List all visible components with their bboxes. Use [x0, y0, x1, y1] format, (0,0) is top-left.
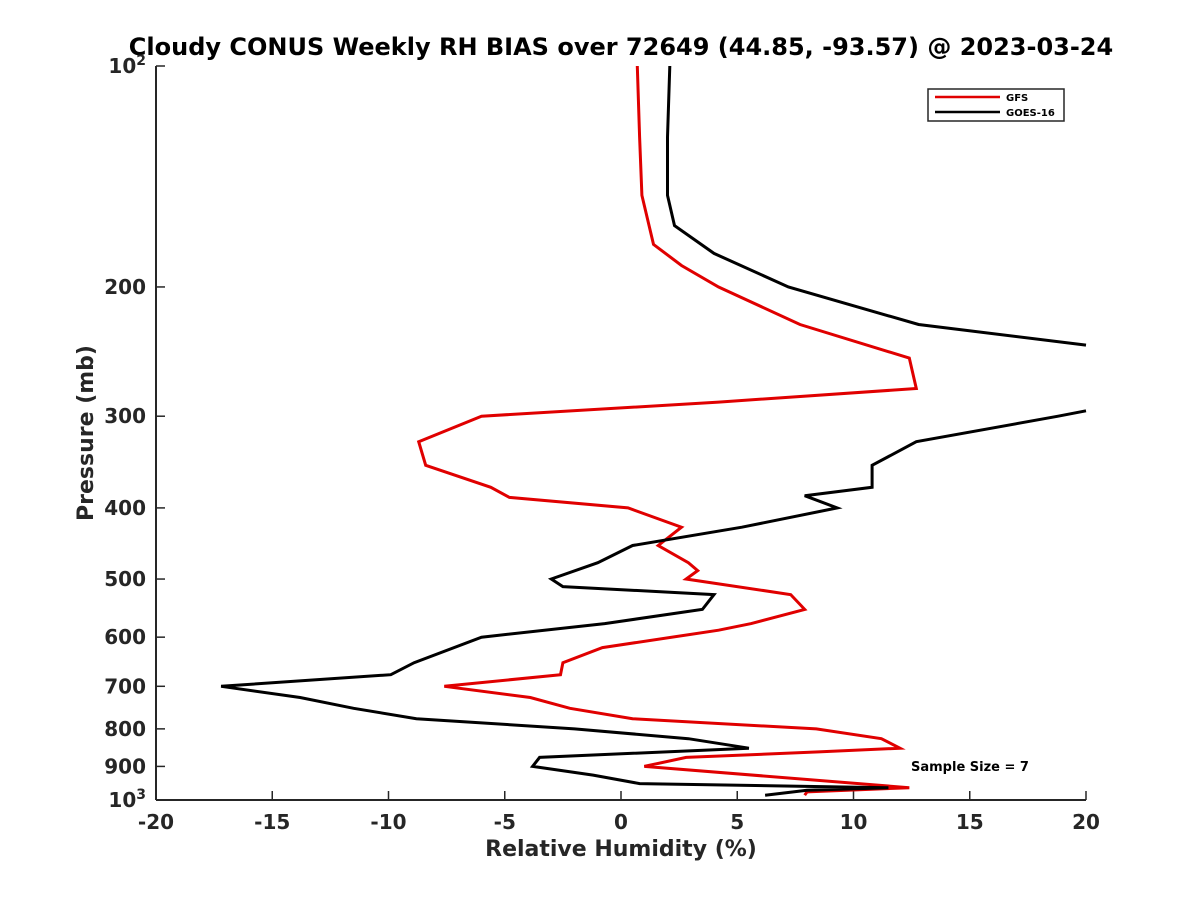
x-tick-label: -5 [494, 810, 516, 834]
y-tick-label: 102 [108, 53, 146, 78]
x-tick-label: 10 [840, 810, 868, 834]
y-tick-label: 500 [104, 567, 146, 591]
legend-label-goes16: GOES-16 [1006, 108, 1055, 119]
x-axis-label: Relative Humidity (%) [485, 837, 757, 862]
x-ticks: -20 -15 -10 -5 0 5 10 15 20 [138, 791, 1100, 834]
y-tick-label-exponent: 2 [136, 53, 146, 69]
y-tick-label: 300 [104, 404, 146, 428]
y-axis-label: Pressure (mb) [74, 345, 99, 521]
y-tick-label: 800 [104, 717, 146, 741]
chart-title: Cloudy CONUS Weekly RH BIAS over 72649 (… [129, 33, 1113, 61]
y-tick-label: 700 [104, 674, 146, 698]
x-tick-label: 0 [614, 810, 628, 834]
x-tick-label: -15 [254, 810, 290, 834]
y-tick-label-exponent: 3 [136, 787, 146, 803]
x-tick-label: 15 [956, 810, 984, 834]
series-layer [220, 65, 1087, 797]
y-tick-label: 103 [108, 787, 146, 812]
x-tick-label: 5 [730, 810, 744, 834]
sample-size-annotation: Sample Size = 7 [911, 760, 1029, 775]
y-tick-label: 400 [104, 496, 146, 520]
x-tick-label: -20 [138, 810, 174, 834]
plot-area [155, 66, 1086, 801]
y-tick-label-base: 10 [108, 788, 136, 812]
y-tick-label: 900 [104, 754, 146, 778]
y-tick-label-base: 10 [108, 54, 136, 78]
y-tick-label: 200 [104, 275, 146, 299]
x-tick-label: -10 [370, 810, 406, 834]
series-line-goes16 [220, 65, 1087, 797]
legend-box [927, 88, 1065, 122]
legend-label-gfs: GFS [1006, 93, 1028, 104]
x-tick-label: 20 [1072, 810, 1100, 834]
legend: GFS GOES-16 [927, 88, 1065, 122]
y-tick-label: 600 [104, 625, 146, 649]
series-line-gfs [416, 65, 919, 797]
